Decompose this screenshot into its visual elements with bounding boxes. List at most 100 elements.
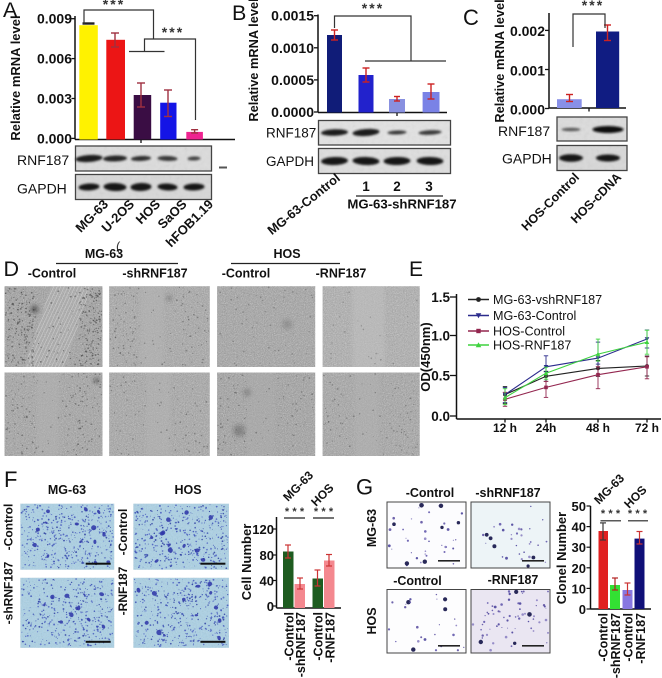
svg-text:80: 80 [260,548,274,563]
svg-text:0.009: 0.009 [37,11,72,27]
svg-text:-shRNF187: -shRNF187 [475,486,540,500]
svg-text:10: 10 [572,581,586,596]
svg-text:-shRNF187: -shRNF187 [2,561,16,624]
svg-text:MG-63-Control: MG-63-Control [493,309,576,323]
svg-text:Clonel Number: Clonel Number [554,512,569,604]
svg-text:A: A [3,0,18,22]
svg-text:*: * [362,0,368,16]
svg-text:*: * [292,506,297,518]
svg-text:-Control: -Control [597,613,611,662]
svg-text:Relative mRNA level: Relative mRNA level [492,0,507,123]
svg-text:40: 40 [260,574,274,589]
svg-text:-Control: -Control [622,613,636,662]
svg-text:-Control: -Control [406,486,455,500]
svg-text:MG-63-vshRNF187: MG-63-vshRNF187 [493,293,602,307]
svg-text:*: * [300,506,305,518]
svg-text:HOS: HOS [365,607,379,634]
svg-text:RNF187: RNF187 [17,152,69,168]
svg-text:-shRNF187: -shRNF187 [122,267,187,281]
svg-text:HOS-RNF187: HOS-RNF187 [493,339,571,353]
svg-text:MG-63: MG-63 [85,247,123,261]
svg-text:Relative mRNA level: Relative mRNA level [8,15,23,140]
svg-text:*: * [597,0,603,13]
svg-text:HOS: HOS [174,483,201,497]
svg-text:*: * [608,508,613,520]
svg-text:D: D [4,257,20,281]
svg-text:50: 50 [572,499,586,514]
svg-text:*: * [321,506,326,518]
svg-text:*: * [177,24,183,40]
svg-text:1: 1 [362,179,370,194]
svg-text:*: * [616,508,621,520]
svg-text:*: * [329,506,334,518]
svg-text:*: * [285,506,290,518]
svg-text:*: * [162,24,168,40]
svg-text:*: * [314,506,319,518]
svg-text:*: * [589,0,595,13]
svg-text:0.000: 0.000 [37,130,72,146]
svg-text:20: 20 [572,561,586,576]
svg-text:G: G [356,475,373,500]
svg-text:0: 0 [267,599,274,614]
svg-text:*: * [628,508,633,520]
svg-text:-Control: -Control [312,612,326,661]
svg-text:3: 3 [425,179,433,194]
svg-text:0.0000: 0.0000 [271,104,314,120]
svg-text:*: * [601,508,606,520]
svg-text:-Control: -Control [283,612,297,661]
svg-text:GAPDH: GAPDH [502,151,552,167]
svg-text:MG-63: MG-63 [48,483,86,497]
svg-text:RNF187: RNF187 [266,126,316,141]
svg-text:*: * [377,0,383,16]
svg-text:72 h: 72 h [635,421,659,435]
svg-text:OD(450nm): OD(450nm) [418,322,433,391]
svg-text:*: * [118,0,124,12]
svg-text:*: * [103,0,109,12]
svg-text:HOS-Control: HOS-Control [493,325,565,339]
svg-text:2: 2 [393,179,401,194]
svg-text:-Control: -Control [28,267,77,281]
svg-text:-RNF187: -RNF187 [488,573,539,587]
svg-text:0.0010: 0.0010 [271,40,314,56]
svg-text:0.0: 0.0 [431,409,450,424]
svg-text:B: B [232,1,246,25]
svg-text:Cell Number: Cell Number [239,524,254,601]
svg-text:-RNF187: -RNF187 [116,566,130,615]
svg-text:120: 120 [252,522,274,537]
svg-text:MG-63: MG-63 [365,509,379,547]
svg-text:E: E [409,258,423,281]
svg-text:HOS: HOS [273,247,300,261]
svg-text:-RNF187: -RNF187 [316,267,367,281]
svg-text:*: * [110,0,116,12]
svg-text:*: * [635,508,640,520]
svg-text:F: F [4,467,17,492]
svg-text:30: 30 [572,540,586,555]
svg-text:1.5: 1.5 [431,290,450,305]
svg-text:24h: 24h [536,421,557,435]
svg-text:48 h: 48 h [586,421,610,435]
svg-text:12 h: 12 h [493,421,517,435]
svg-text:-Control: -Control [116,509,130,556]
svg-text:-RNF187: -RNF187 [324,612,338,663]
svg-text:0.006: 0.006 [37,51,72,67]
svg-text:GAPDH: GAPDH [266,154,314,169]
svg-text:0.001: 0.001 [510,62,545,78]
svg-text:*: * [643,508,648,520]
svg-text:MG-63-shRNF187: MG-63-shRNF187 [347,197,456,212]
svg-text:0.0015: 0.0015 [271,8,314,24]
svg-text:40: 40 [572,520,586,535]
svg-text:RNF187: RNF187 [498,123,550,139]
svg-text:0.0005: 0.0005 [271,72,314,88]
svg-text:(: ( [116,239,121,254]
svg-text:-Control: -Control [222,267,271,281]
svg-text:-shRNF187: -shRNF187 [294,612,308,677]
svg-text:C: C [463,5,479,30]
svg-text:1.0: 1.0 [431,329,450,344]
svg-text:*: * [369,0,375,16]
svg-text:-Control: -Control [393,574,442,588]
svg-text:0.000: 0.000 [510,101,545,117]
svg-text:-RNF187: -RNF187 [634,613,648,664]
svg-text:0.5: 0.5 [431,369,450,384]
svg-text:-Control: -Control [2,504,16,551]
svg-text:0.002: 0.002 [510,23,545,39]
